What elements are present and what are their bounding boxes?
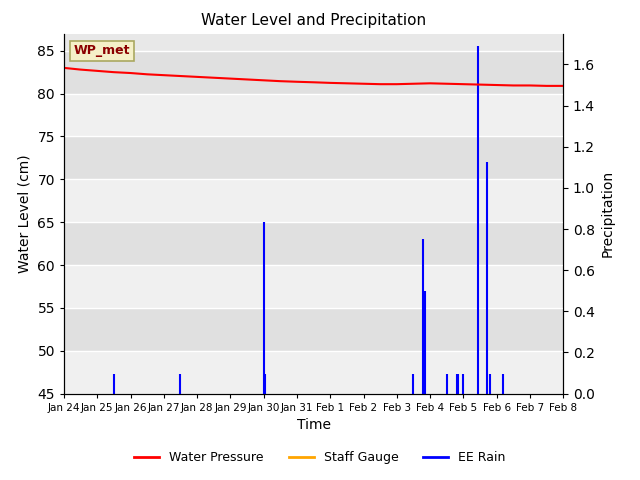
Water Pressure [243, 77, 251, 83]
Title: Water Level and Precipitation: Water Level and Precipitation [201, 13, 426, 28]
Water Pressure [410, 81, 417, 86]
Water Pressure [260, 77, 268, 83]
Water Pressure [443, 81, 451, 86]
Water Pressure [526, 83, 534, 88]
Y-axis label: Precipitation: Precipitation [600, 170, 614, 257]
Line: Water Pressure: Water Pressure [64, 68, 563, 86]
Bar [64, 308, 563, 351]
Water Pressure [127, 70, 134, 76]
Bar [64, 94, 563, 136]
Water Pressure [476, 82, 484, 87]
Water Pressure [177, 73, 184, 79]
Water Pressure [110, 69, 118, 75]
Water Pressure [143, 72, 151, 77]
Water Pressure [93, 68, 101, 74]
Bar [64, 265, 563, 308]
Bar [64, 51, 563, 94]
Water Pressure [210, 75, 218, 81]
Bar [64, 222, 563, 265]
X-axis label: Time: Time [296, 418, 331, 432]
Text: WP_met: WP_met [74, 44, 131, 58]
Water Pressure [326, 80, 334, 86]
Water Pressure [276, 78, 284, 84]
Bar [64, 180, 563, 222]
Water Pressure [60, 65, 68, 71]
Water Pressure [160, 72, 168, 78]
Bar [64, 351, 563, 394]
Water Pressure [376, 81, 384, 87]
Water Pressure [310, 79, 317, 85]
Water Pressure [493, 82, 500, 88]
Water Pressure [227, 76, 234, 82]
Water Pressure [426, 81, 434, 86]
Y-axis label: Water Level (cm): Water Level (cm) [18, 154, 32, 273]
Legend: Water Pressure, Staff Gauge, EE Rain: Water Pressure, Staff Gauge, EE Rain [129, 446, 511, 469]
Water Pressure [77, 67, 84, 72]
Water Pressure [559, 83, 567, 89]
Water Pressure [360, 81, 367, 86]
Water Pressure [343, 81, 351, 86]
Water Pressure [509, 83, 517, 88]
Bar [64, 136, 563, 180]
Water Pressure [293, 79, 301, 84]
Water Pressure [543, 83, 550, 89]
Water Pressure [193, 74, 201, 80]
Water Pressure [393, 81, 401, 87]
Water Pressure [460, 81, 467, 87]
